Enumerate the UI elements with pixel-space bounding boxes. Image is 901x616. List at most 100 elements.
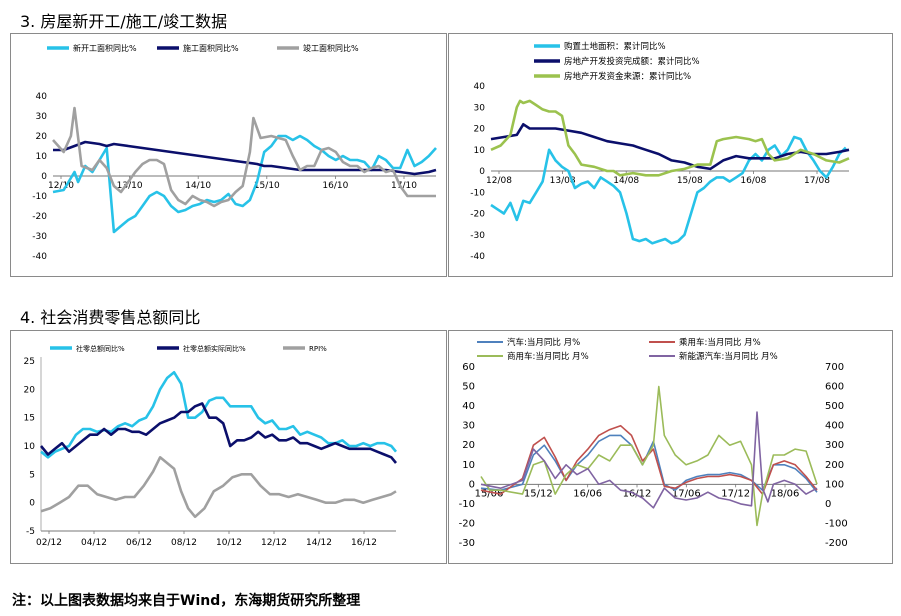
x-tick-label: 04/12 (81, 538, 107, 548)
y-tick-label: -5 (26, 527, 35, 537)
y-tick-label: 0 (479, 167, 485, 177)
y-tick-label: -30 (470, 231, 485, 241)
y-tick-label: 40 (462, 401, 475, 412)
retail-section-title: 4. 社会消费零售总额同比 (20, 308, 201, 327)
x-tick-label: 18/06 (771, 488, 800, 499)
y-tick-label: 10 (36, 152, 48, 162)
y-tick-label: 10 (474, 146, 486, 156)
series-line-3 (480, 385, 818, 527)
x-tick-label: 16/06 (573, 488, 602, 499)
y-tick-label: -40 (32, 252, 47, 262)
housing-panel: 40 30 20 10 0 -10 -20 -30 -40 12/10 13/10 14/10 15/1… (10, 33, 447, 277)
retail-panel: 25 20 15 10 5 0 -5 02/12 04/12 06/12 08/12 10/12 12/… (10, 330, 447, 564)
x-tick-label: 12/08 (486, 176, 512, 186)
x-tick-label: 15/12 (524, 488, 553, 499)
y-tick-label: 25 (24, 357, 35, 367)
y-tick-label: -10 (470, 188, 485, 198)
x-tick-label: 12/12 (261, 538, 287, 548)
y-right-tick-label: 600 (825, 382, 844, 393)
housing-section-title: 3. 房屋新开工/施工/竣工数据 (20, 12, 228, 31)
y-tick-label: 5 (29, 470, 35, 480)
y-tick-label: 10 (24, 442, 36, 452)
auto-sales-chart: 6050403020100-10-20-30700600500400300200… (459, 337, 848, 549)
series-line-3 (490, 99, 850, 177)
x-tick-label: 14/10 (185, 181, 211, 191)
legend-label: 施工面积同比% (183, 43, 239, 53)
x-tick-label: 15/10 (254, 181, 280, 191)
x-tick-label: 12/10 (48, 181, 74, 191)
legend-label: 汽车:当月同比 月% (507, 337, 580, 348)
y-tick-label: 0 (41, 172, 47, 182)
series-line-4 (480, 411, 818, 509)
y-tick-label: 30 (474, 103, 486, 113)
legend-label: RPI% (309, 345, 327, 353)
x-tick-label: 17/08 (804, 176, 830, 186)
y-tick-label: -10 (32, 192, 47, 202)
y-tick-label: 30 (462, 421, 475, 432)
y-tick-label: 40 (36, 92, 48, 102)
y-right-tick-label: -200 (825, 538, 848, 549)
legend-label: 社零总额实际同比% (183, 344, 246, 353)
series-line-1 (490, 135, 847, 245)
y-right-tick-label: 500 (825, 401, 844, 412)
y-tick-label: 20 (462, 440, 475, 451)
legend-label: 商用车:当月同比 月% (507, 351, 589, 362)
y-tick-label: -20 (470, 210, 485, 220)
retail-sales-chart: 25 20 15 10 5 0 -502/12 04/12 06/12 08/12 10/12 12/… (24, 344, 398, 548)
legend-label: 竣工面积同比% (303, 43, 359, 53)
land-panel: 40 30 20 10 0 -10 -20 -30 -40 12/08 13/08 14/08 15/0… (448, 33, 893, 277)
y-right-tick-label: 300 (825, 440, 844, 451)
x-tick-label: 16/12 (623, 488, 652, 499)
x-tick-label: 17/06 (672, 488, 701, 499)
y-right-tick-label: 0 (825, 499, 831, 510)
x-tick-label: 17/10 (391, 181, 417, 191)
x-tick-label: 13/10 (117, 181, 143, 191)
y-tick-label: 10 (462, 460, 475, 471)
legend-label: 购置土地面积：累计同比% (564, 41, 666, 52)
x-tick-label: 02/12 (36, 538, 62, 548)
x-tick-label: 15/08 (677, 176, 703, 186)
y-tick-label: 40 (474, 82, 486, 92)
y-tick-label: -40 (470, 252, 485, 262)
x-tick-label: 17/12 (721, 488, 750, 499)
x-tick-label: 13/08 (550, 176, 576, 186)
series-line-2 (39, 402, 398, 464)
series-line-1 (40, 370, 398, 459)
y-tick-label: 0 (29, 499, 35, 509)
source-footnote: 注：以上图表数据均来自于Wind，东海期货研究所整理 (12, 593, 361, 609)
x-tick-label: 15/06 (475, 488, 504, 499)
series-line-3 (52, 106, 436, 208)
y-tick-label: 20 (36, 132, 48, 142)
y-right-tick-label: 400 (825, 421, 844, 432)
legend-label: 新开工面积同比% (73, 43, 137, 53)
series-line-1 (52, 134, 437, 234)
x-tick-label: 16/10 (322, 181, 348, 191)
y-tick-label: -30 (32, 232, 47, 242)
y-tick-label: -10 (459, 499, 475, 510)
series-line-3 (40, 456, 397, 519)
legend-label: 乘用车:当月同比 月% (679, 337, 761, 348)
x-tick-label: 06/12 (126, 538, 152, 548)
land-investment-chart: 40 30 20 10 0 -10 -20 -30 -40 12/08 13/08 14/08 15/0… (470, 41, 850, 262)
legend-label: 房地产开发资金来源：累计同比% (564, 71, 691, 82)
x-tick-label: 08/12 (171, 538, 197, 548)
x-tick-label: 16/12 (351, 538, 377, 548)
y-tick-label: -20 (32, 212, 47, 222)
x-tick-label: 10/12 (216, 538, 242, 548)
y-right-tick-label: 100 (825, 479, 844, 490)
series-line-2 (53, 140, 437, 176)
y-tick-label: -20 (459, 518, 475, 529)
y-tick-label: -30 (459, 538, 475, 549)
legend-label: 新能源汽车:当月同比 月% (679, 351, 778, 362)
y-right-tick-label: 700 (825, 362, 844, 373)
housing-chart: 40 30 20 10 0 -10 -20 -30 -40 12/10 13/10 14/10 15/1… (32, 43, 437, 262)
y-right-tick-label: 200 (825, 460, 844, 471)
auto-panel: 60 50 40 30 20 10 0 -10 -20 -30 700 600 500 400 300 200… (448, 330, 893, 564)
y-tick-label: 20 (24, 385, 36, 395)
legend-label: 房地产开发投资完成额：累计同比% (564, 56, 700, 67)
y-tick-label: 0 (469, 479, 475, 490)
legend-label: 社零总额同比% (76, 344, 125, 353)
y-tick-label: 50 (462, 382, 475, 393)
series-line-2 (490, 123, 850, 171)
x-tick-label: 14/12 (306, 538, 332, 548)
